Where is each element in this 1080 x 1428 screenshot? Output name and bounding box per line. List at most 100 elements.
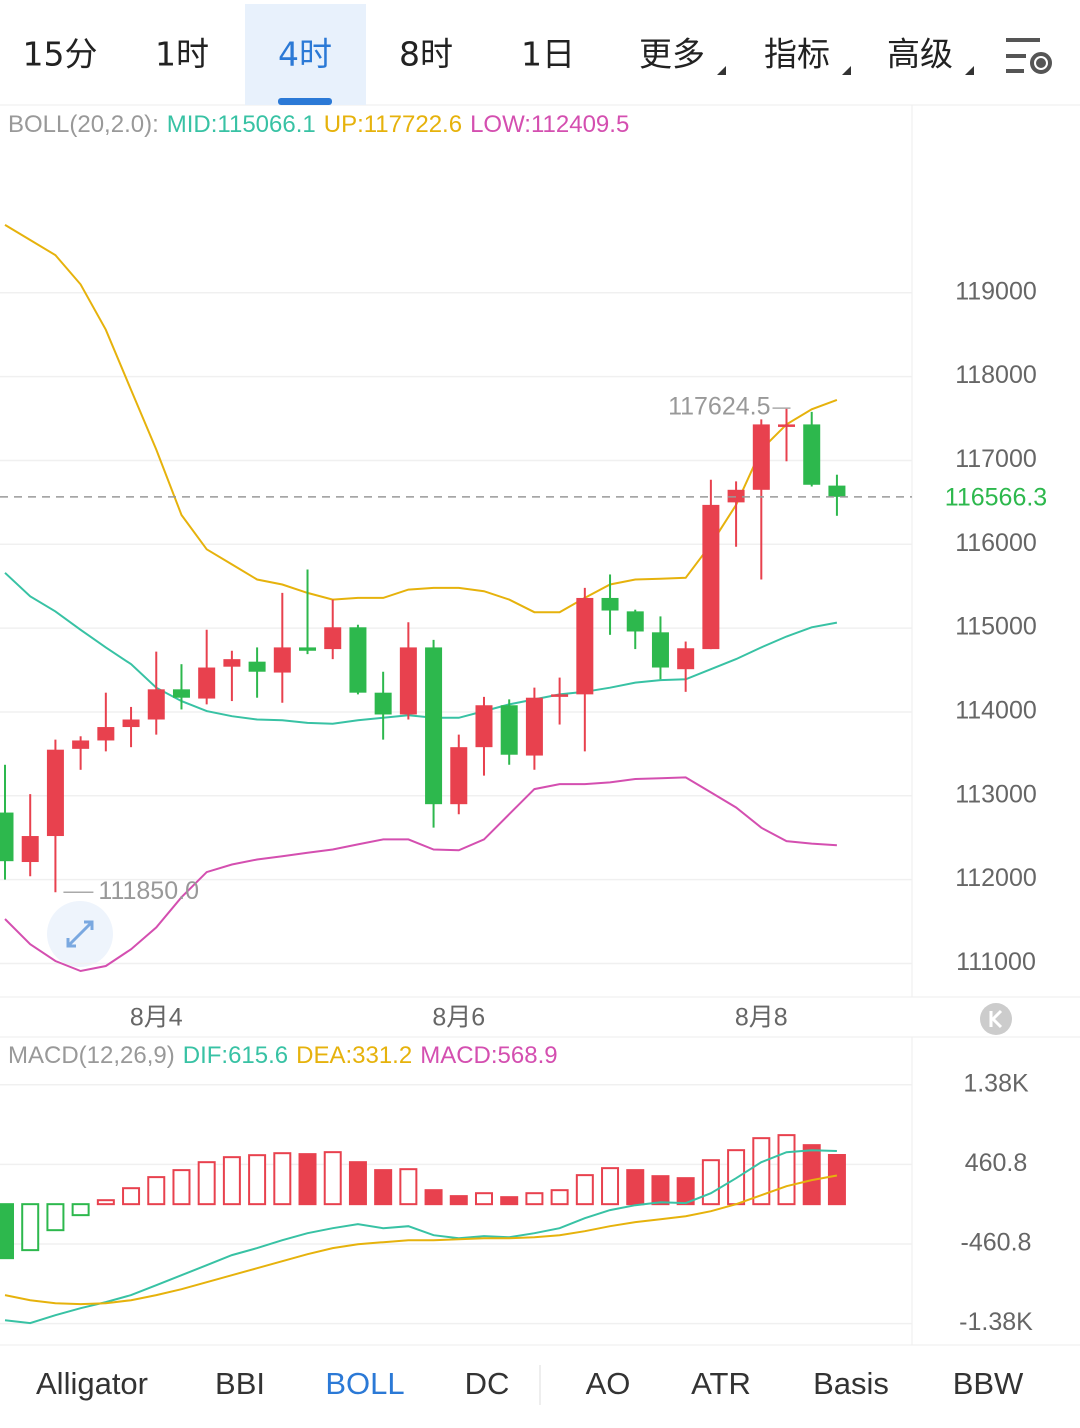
indicator-tab[interactable]: BBW: [953, 1366, 1024, 1401]
candle-body: [46, 749, 64, 837]
menu-caret: [842, 66, 851, 75]
candle-body: [601, 597, 619, 611]
macd-bar: [248, 1154, 267, 1206]
indicator-tab[interactable]: DC: [465, 1366, 510, 1401]
candle-body: [223, 659, 241, 667]
y-tick-label: 1.38K: [963, 1069, 1029, 1097]
macd-bar: [147, 1176, 166, 1206]
candle-body: [299, 647, 317, 651]
candle-body: [0, 812, 14, 862]
candle-body: [803, 424, 821, 485]
macd-bar: [172, 1169, 191, 1206]
candle-body: [525, 697, 543, 756]
indicator-tab[interactable]: ATR: [691, 1366, 751, 1401]
macd-bar: [449, 1195, 468, 1206]
candle-body: [551, 694, 569, 697]
tab[interactable]: 更多: [639, 35, 705, 74]
settings-icon[interactable]: [1006, 38, 1052, 74]
macd-bar: [474, 1192, 493, 1206]
indicator-line: [4, 776, 837, 973]
max-label: 117624.5: [668, 393, 770, 421]
tab[interactable]: 8时: [399, 35, 453, 74]
macd-bar: [601, 1167, 620, 1206]
candle-body: [475, 705, 493, 748]
candle-body: [651, 632, 669, 668]
y-tick-label: -460.8: [961, 1229, 1032, 1257]
tab[interactable]: 4时: [278, 35, 332, 74]
y-tick-label: 111000: [956, 948, 1036, 976]
macd-bar: [752, 1137, 771, 1206]
macd-bar: [777, 1134, 796, 1206]
expand-button[interactable]: [47, 901, 113, 967]
indicator-line: [4, 1149, 837, 1325]
macd-bar: [676, 1177, 695, 1206]
indicator-tab[interactable]: BBI: [215, 1366, 265, 1401]
macd-bar: [399, 1168, 418, 1206]
candle-body: [349, 627, 367, 693]
macd-bar: [0, 1203, 14, 1260]
legend-entry: MACD:568.9: [420, 1042, 557, 1069]
candle-body: [21, 836, 39, 863]
macd-bar: [827, 1154, 846, 1206]
y-tick-label: 117000: [955, 445, 1037, 473]
legend-entry: MID:115066.1: [167, 111, 316, 138]
y-tick-label: 119000: [955, 277, 1037, 305]
macd-bar: [802, 1144, 821, 1206]
candle-body: [72, 740, 90, 749]
macd-bar: [701, 1159, 720, 1206]
candle-body: [677, 648, 695, 670]
legend-entry: DIF:615.6: [183, 1042, 288, 1069]
tab[interactable]: 1时: [155, 35, 209, 74]
collapse-button[interactable]: [980, 1003, 1012, 1035]
legend-entry: UP:117722.6: [324, 111, 462, 138]
tab[interactable]: 高级: [887, 35, 953, 74]
candle-body: [500, 705, 518, 755]
y-tick-label: 113000: [955, 780, 1037, 808]
candle-body: [778, 424, 796, 427]
macd-bar: [374, 1169, 393, 1206]
menu-caret: [965, 66, 974, 75]
y-tick-label: 114000: [955, 697, 1037, 725]
y-tick-label: -1.38K: [959, 1308, 1033, 1336]
last-price-tag: 116566.3: [945, 483, 1047, 511]
y-tick-label: 115000: [955, 613, 1037, 641]
tab[interactable]: 指标: [764, 35, 830, 74]
indicator-line: [4, 224, 838, 614]
macd-bar: [273, 1152, 292, 1206]
candle-body: [172, 689, 190, 698]
candle-body: [399, 647, 417, 715]
tab[interactable]: 15分: [23, 35, 98, 74]
tab[interactable]: 1日: [521, 35, 575, 74]
indicator-tab[interactable]: BOLL: [325, 1366, 404, 1401]
macd-bar: [323, 1151, 342, 1206]
active-tab-indicator: [278, 98, 332, 105]
x-tick-label: 8月6: [432, 1004, 485, 1032]
candle-body: [273, 647, 291, 673]
indicator-line: [4, 572, 838, 725]
candle-body: [324, 627, 342, 650]
active-tab-bg: [245, 4, 366, 105]
y-tick-label: 118000: [955, 361, 1037, 389]
macd-bar: [424, 1189, 443, 1206]
candle-body: [97, 727, 115, 741]
legend-entry: LOW:112409.5: [470, 111, 629, 138]
indicator-name: BOLL(20,2.0):: [8, 111, 159, 138]
y-tick-label: 112000: [955, 864, 1037, 892]
candle-body: [450, 747, 468, 805]
indicator-tab[interactable]: Alligator: [36, 1366, 148, 1401]
y-tick-label: 116000: [955, 529, 1037, 557]
macd-bar: [348, 1161, 367, 1206]
candle-body: [198, 667, 216, 699]
macd-bar: [96, 1199, 115, 1206]
indicator-line: [4, 1174, 838, 1306]
indicator-tab[interactable]: Basis: [813, 1366, 889, 1401]
macd-bar: [71, 1203, 90, 1217]
candle-body: [727, 489, 745, 503]
macd-bar: [651, 1175, 670, 1206]
indicator-legend: BOLL(20,2.0): MID:115066.1 UP:117722.6 LOW:…: [8, 111, 629, 138]
macd-bar: [626, 1169, 645, 1206]
macd-bar: [122, 1187, 141, 1206]
legend-entry: DEA:331.2: [296, 1042, 412, 1069]
indicator-tab[interactable]: AO: [586, 1366, 631, 1401]
